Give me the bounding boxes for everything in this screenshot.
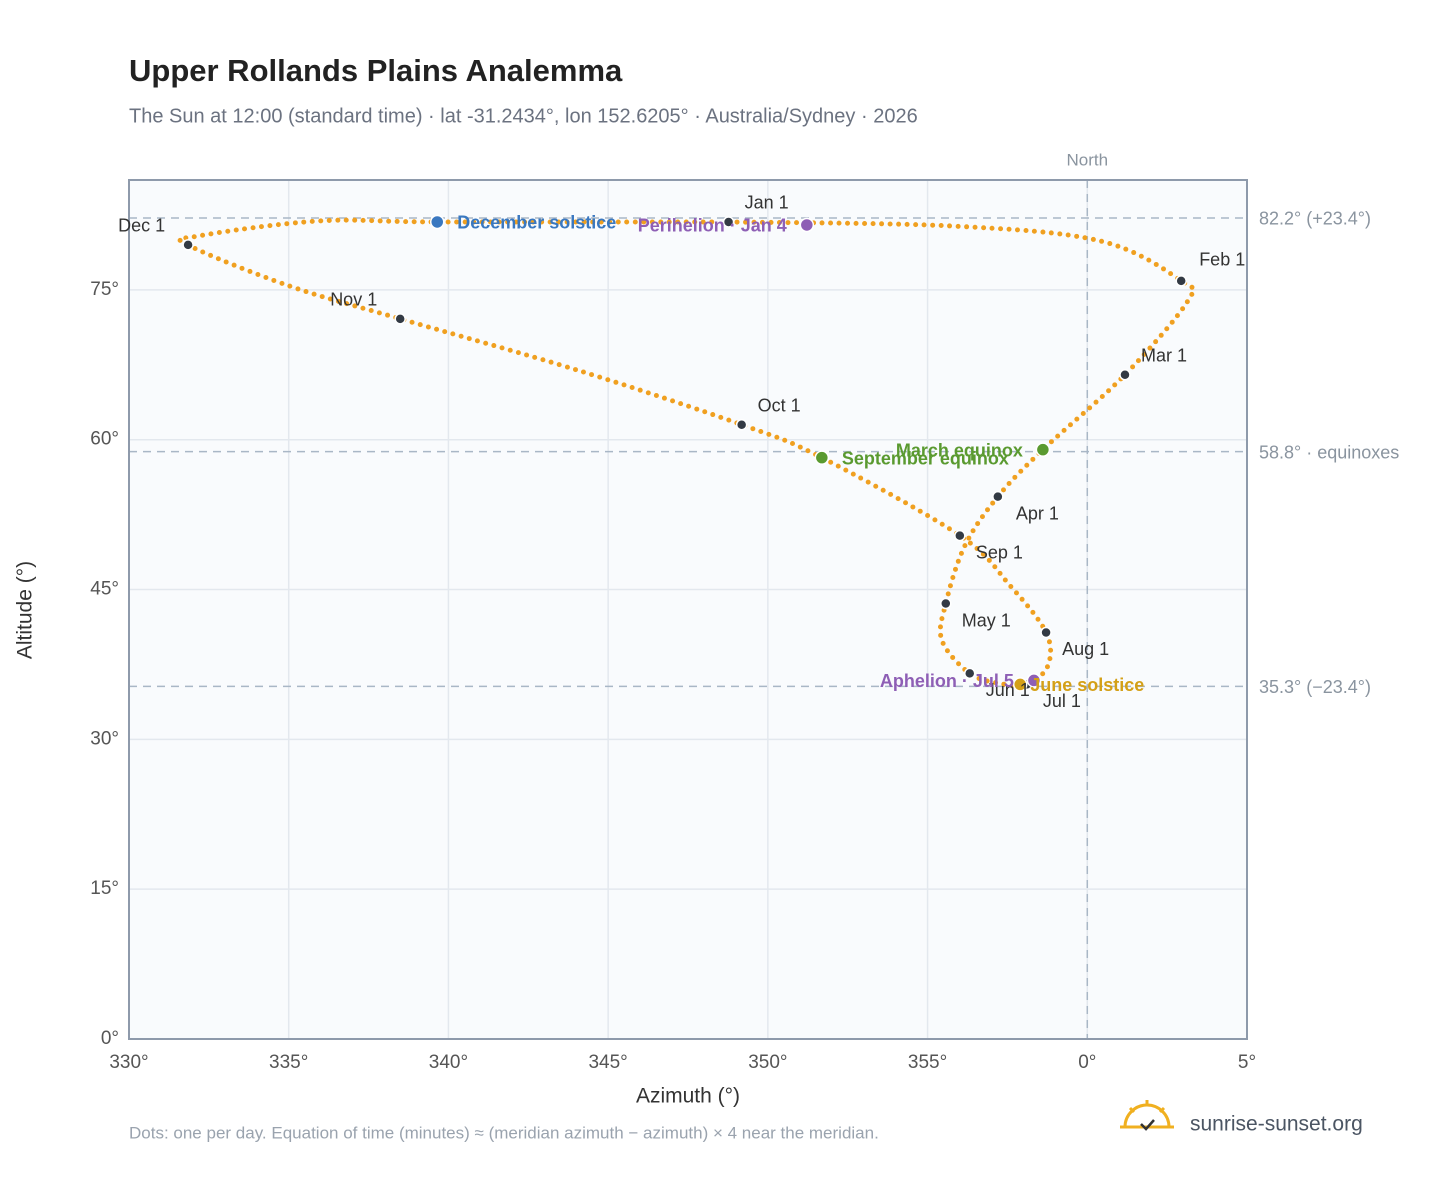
month-marker [963,667,976,680]
month-label: Jun 1 [986,680,1030,700]
x-tick-label: 355° [908,1052,947,1073]
month-label: Dec 1 [118,216,165,236]
month-marker [992,490,1004,503]
event-marker [429,214,445,230]
y-tick-label: 75° [90,279,119,300]
month-marker [954,529,966,542]
x-tick-label: 5° [1238,1052,1256,1073]
reference-label: 58.8° · equinoxes [1259,442,1399,462]
x-tick-label: 335° [269,1052,308,1073]
month-label: Oct 1 [758,395,801,415]
y-tick-label: 60° [90,429,119,450]
event-label: December solstice [457,213,616,233]
plot-frame [128,179,1248,1040]
plot-area [129,180,1247,1039]
reference-label: 35.3° (−23.4°) [1259,677,1371,697]
event-marker [1026,673,1042,688]
x-tick-label: 340° [429,1052,468,1073]
references [129,180,1247,1039]
month-marker [1119,369,1131,381]
month-label: Sep 1 [976,542,1023,562]
event-label: March equinox [896,440,1023,460]
event-marker [814,450,830,465]
brand-logo [1120,1100,1174,1131]
month-label: Jan 1 [745,193,789,213]
month-marker [1175,275,1187,287]
x-tick-label: 350° [748,1052,787,1073]
y-tick-label: 45° [90,579,119,600]
event-marker [799,217,815,233]
x-tick-label: 0° [1078,1052,1096,1073]
event-marker [1012,677,1028,692]
month-label: Feb 1 [1199,250,1245,270]
event-label: September equinox [842,448,1009,468]
month-label: Mar 1 [1141,346,1187,366]
event-label: Perihelion · Jan 4 [638,216,787,236]
footnote: Dots: one per day. Equation of time (min… [129,1123,879,1142]
grid [128,180,1248,1040]
month-marker [940,597,952,610]
y-tick-label: 15° [90,878,119,899]
month-label: Aug 1 [1062,639,1109,659]
event-label: Aphelion · Jul 5 [880,671,1014,691]
month-marker [394,313,406,325]
chart-title: Upper Rollands Plains Analemma [129,53,623,88]
x-axis-title: Azimuth (°) [636,1085,740,1108]
month-marker [722,216,735,228]
month-label: Jul 1 [1043,691,1081,711]
event-marker [1035,442,1051,457]
y-axis-title: Altitude (°) [14,561,37,659]
x-tick-label: 330° [109,1052,148,1073]
x-tick-label: 345° [588,1052,627,1073]
month-marker [735,418,748,431]
reference-label: 82.2° (+23.4°) [1259,209,1371,229]
brand: sunrise-sunset.org [1190,1113,1363,1136]
month-label: Apr 1 [1016,503,1059,523]
month-label: May 1 [962,610,1011,630]
north-label: North [1066,150,1108,169]
month-label: Nov 1 [330,290,377,310]
month-marker [182,239,194,251]
y-tick-label: 0° [101,1028,119,1049]
y-tick-label: 30° [90,728,119,749]
chart-subtitle: The Sun at 12:00 (standard time) · lat -… [129,105,918,127]
month-marker [1040,626,1052,639]
event-label: June solstice [1030,675,1144,695]
data [176,214,1197,692]
